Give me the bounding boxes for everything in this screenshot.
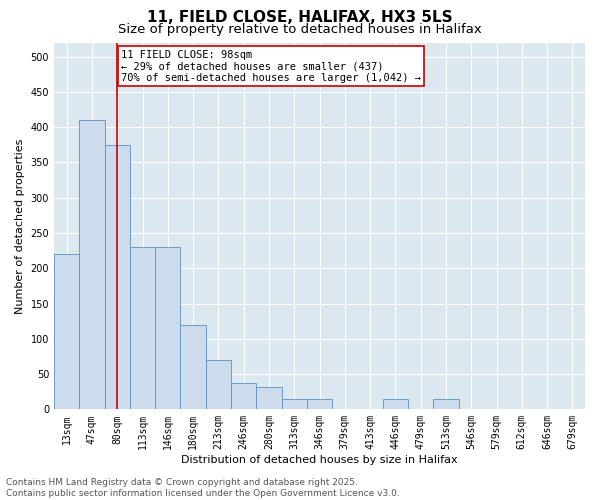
X-axis label: Distribution of detached houses by size in Halifax: Distribution of detached houses by size … [181, 455, 458, 465]
Text: 11 FIELD CLOSE: 98sqm
← 29% of detached houses are smaller (437)
70% of semi-det: 11 FIELD CLOSE: 98sqm ← 29% of detached … [121, 50, 421, 83]
Bar [181, 324, 206, 410]
Bar [206, 360, 231, 410]
Bar [433, 400, 458, 409]
Y-axis label: Number of detached properties: Number of detached properties [15, 138, 25, 314]
Bar [256, 387, 281, 409]
Bar [79, 120, 104, 410]
Bar [231, 382, 256, 409]
Text: Size of property relative to detached houses in Halifax: Size of property relative to detached ho… [118, 22, 482, 36]
Bar [104, 145, 130, 409]
Bar [155, 247, 181, 410]
Bar [383, 400, 408, 409]
Bar [54, 254, 79, 410]
Bar [281, 400, 307, 409]
Text: Contains HM Land Registry data © Crown copyright and database right 2025.
Contai: Contains HM Land Registry data © Crown c… [6, 478, 400, 498]
Bar [307, 400, 332, 409]
Bar [130, 247, 155, 410]
Text: 11, FIELD CLOSE, HALIFAX, HX3 5LS: 11, FIELD CLOSE, HALIFAX, HX3 5LS [147, 10, 453, 25]
